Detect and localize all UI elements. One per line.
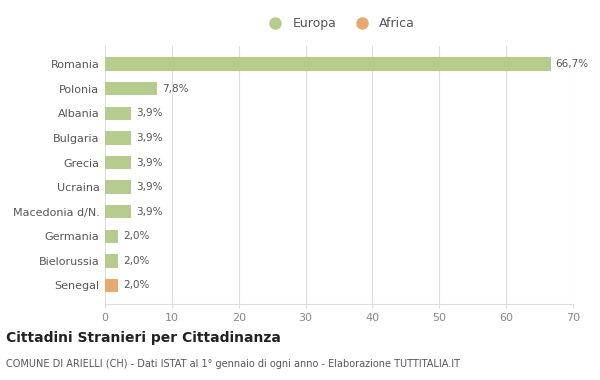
Bar [105,131,131,145]
Text: 3,9%: 3,9% [136,182,162,192]
Bar [105,156,131,169]
Text: 2,0%: 2,0% [123,231,149,241]
Bar [105,82,157,95]
Text: 3,9%: 3,9% [136,207,162,217]
Bar [105,57,551,71]
Bar [105,279,118,292]
Bar [105,106,131,120]
Text: COMUNE DI ARIELLI (CH) - Dati ISTAT al 1° gennaio di ogni anno - Elaborazione TU: COMUNE DI ARIELLI (CH) - Dati ISTAT al 1… [6,359,460,369]
Bar [105,180,131,194]
Text: 7,8%: 7,8% [162,84,188,94]
Bar [105,205,131,218]
Text: 2,0%: 2,0% [123,256,149,266]
Text: 3,9%: 3,9% [136,108,162,118]
Text: 3,9%: 3,9% [136,133,162,143]
Bar [105,254,118,268]
Text: 2,0%: 2,0% [123,280,149,290]
Legend: Europa, Africa: Europa, Africa [259,14,419,34]
Text: Cittadini Stranieri per Cittadinanza: Cittadini Stranieri per Cittadinanza [6,331,281,345]
Text: 66,7%: 66,7% [556,59,589,69]
Bar [105,230,118,243]
Text: 3,9%: 3,9% [136,157,162,168]
